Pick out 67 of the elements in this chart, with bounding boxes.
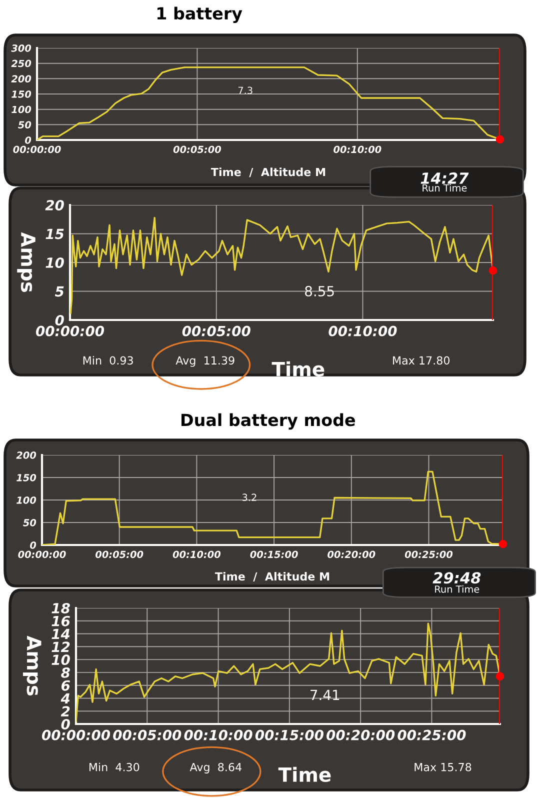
x-axis-title: Time [278, 766, 331, 782]
y-tick-label: 150 [16, 474, 36, 482]
text: 29:48 [432, 572, 481, 584]
x-axis-title: Time / Altitude M [214, 572, 330, 582]
x-tick-label: 00:25:00 [404, 550, 453, 558]
y-tick-label: 250 [11, 60, 32, 68]
text: Avg 8.64 [190, 762, 242, 774]
x-axis-title: Time [272, 361, 324, 376]
y-tick-label: 6 [61, 680, 70, 691]
y-tick-label: 18 [52, 602, 70, 614]
x-tick-label: 00:10:00 [184, 730, 252, 740]
text: Min 4.30 [89, 762, 140, 772]
x-tick-label: 00:10:00 [334, 146, 382, 154]
annotation: 3.2 [242, 494, 256, 502]
text: Run Time [435, 585, 480, 593]
y-tick-label: 200 [16, 451, 36, 459]
y-tick-label: 10 [46, 257, 64, 268]
y-tick-label: 0 [55, 314, 64, 326]
x-tick-label: 00:05:00 [96, 550, 144, 558]
x-tick-label: 00:20:00 [328, 550, 376, 558]
text: Max 15.78 [414, 762, 472, 772]
y-tick-label: 100 [12, 106, 32, 114]
x-axis-title: Time / Altitude M [210, 168, 326, 178]
y-tick-label: 150 [12, 90, 32, 98]
y-tick-label: 0 [30, 541, 36, 549]
x-tick-label: 00:05:00 [113, 730, 182, 740]
annotation: 7.3 [238, 86, 252, 94]
text: Run Time [422, 184, 467, 192]
x-tick-label: 00:15:00 [250, 550, 298, 558]
annotation: 7.41 [310, 690, 340, 700]
text: Max 17.80 [393, 356, 450, 365]
text: 14:27 [420, 172, 469, 184]
x-tick-label: 00:00:00 [13, 146, 61, 154]
x-tick-label: 00:05:00 [182, 326, 250, 336]
y-tick-label: 2 [60, 706, 70, 716]
y-axis-title: Amps [23, 636, 42, 696]
x-tick-label: 00:10:00 [328, 326, 397, 336]
x-tick-label: 00:05:00 [173, 146, 222, 154]
y-tick-label: 15 [46, 228, 64, 240]
x-tick-label: 00:20:00 [326, 730, 395, 740]
y-tick-label: 10 [52, 654, 70, 666]
chart-title: 1 battery [157, 6, 242, 24]
y-tick-label: 300 [11, 44, 32, 52]
y-tick-label: 50 [23, 518, 36, 526]
y-tick-label: 4 [60, 693, 70, 704]
text: Min 0.93 [83, 356, 133, 365]
y-tick-label: 50 [18, 121, 32, 128]
y-tick-label: 200 [11, 75, 32, 82]
annotation: 8.55 [305, 286, 334, 296]
y-tick-label: 0 [25, 136, 32, 144]
x-tick-label: 00:25:00 [398, 730, 466, 740]
y-tick-label: 12 [52, 642, 70, 652]
x-tick-label: 00:00:00 [36, 326, 104, 336]
x-tick-label: 00:10:00 [172, 550, 221, 558]
y-tick-label: 8 [61, 667, 70, 678]
y-tick-label: 0 [61, 718, 70, 730]
y-tick-label: 100 [16, 496, 36, 504]
y-tick-label: 20 [45, 200, 64, 210]
chart-title: Dual battery mode [182, 413, 355, 430]
x-tick-label: 00:00:00 [18, 550, 66, 558]
y-axis-title: Amps [17, 232, 36, 292]
text: Avg 11.39 [176, 356, 234, 367]
x-tick-label: 00:15:00 [255, 730, 324, 740]
y-tick-label: 16 [52, 616, 70, 626]
y-tick-label: 5 [54, 286, 64, 297]
y-tick-label: 14 [52, 628, 70, 640]
x-tick-label: 00:00:00 [42, 730, 110, 740]
